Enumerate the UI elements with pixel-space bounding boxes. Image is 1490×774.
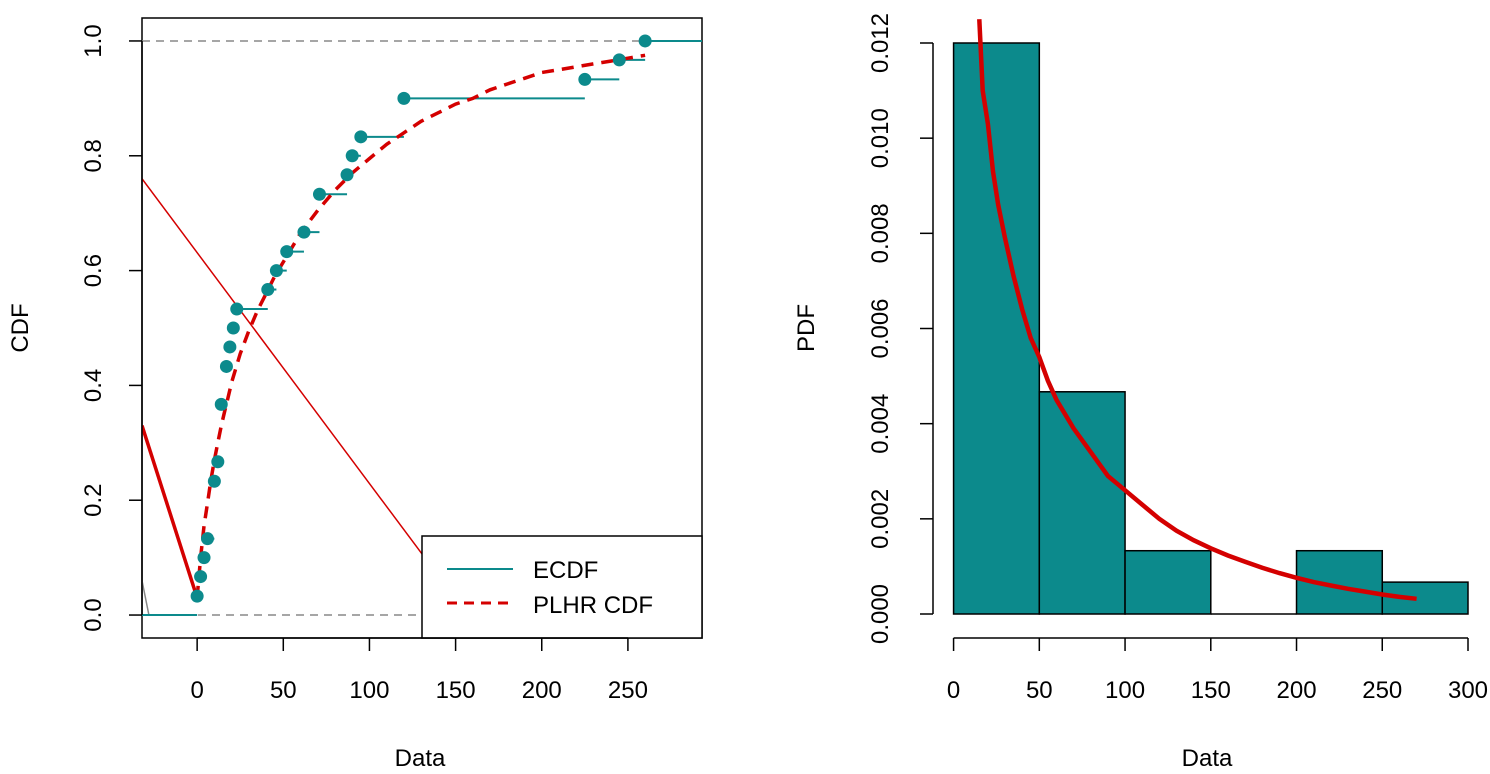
pdf-x-tick-label: 250	[1362, 677, 1402, 704]
pdf-x-tick-label: 300	[1448, 677, 1488, 704]
cdf-x-tick-label: 0	[190, 677, 203, 704]
ecdf-point	[345, 149, 359, 163]
pdf-y-tick-label: 0.010	[867, 108, 894, 168]
cdf-y-tick-label: 0.2	[80, 484, 107, 517]
ecdf-point	[638, 34, 652, 48]
ecdf-point	[612, 53, 626, 67]
cdf-y-axis-label: CDF	[7, 303, 34, 352]
cdf-x-tick-label: 150	[436, 677, 476, 704]
pdf-y-tick-label: 0.000	[867, 584, 894, 644]
pdf-y-axis-label: PDF	[793, 304, 820, 352]
cdf-y-tick-label: 0.0	[80, 598, 107, 631]
ecdf-point	[340, 168, 354, 182]
ecdf-point	[207, 474, 221, 488]
ecdf-point	[200, 532, 214, 546]
pdf-x-tick-label: 150	[1191, 677, 1231, 704]
plhr-cdf-line	[195, 53, 646, 598]
cdf-y-tick-label: 0.4	[80, 369, 107, 402]
ecdf-point	[578, 72, 592, 86]
cdf-plot-area	[142, 34, 702, 617]
pdf-x-tick-label: 100	[1105, 677, 1145, 704]
cdf-x-axis-label: Data	[395, 745, 446, 772]
pdf-x-tick-label: 50	[1026, 677, 1053, 704]
histogram-bar	[952, 42, 1041, 615]
histogram-bar	[1038, 391, 1126, 615]
ecdf-point	[297, 225, 311, 239]
pdf-y-tick-label: 0.002	[867, 489, 894, 549]
cdf-y-tick-label: 0.6	[80, 254, 107, 287]
pdf-y-tick-label: 0.012	[867, 13, 894, 73]
cdf-x-tick-label: 50	[270, 677, 297, 704]
cdf-legend-box	[421, 535, 703, 639]
ecdf-point	[211, 455, 225, 469]
legend-label-ecdf: ECDF	[533, 557, 598, 584]
pdf-x-tick-label: 200	[1277, 677, 1317, 704]
pdf-y-tick-label: 0.008	[867, 203, 894, 263]
ecdf-point	[397, 91, 411, 105]
ecdf-point	[354, 130, 368, 144]
pdf-x-axis-label: Data	[1182, 745, 1233, 772]
ecdf-point	[223, 340, 237, 354]
ecdf-point	[261, 283, 275, 297]
cdf-y-tick-label: 1.0	[80, 24, 107, 57]
ecdf-point	[280, 245, 294, 259]
ecdf-point	[219, 359, 233, 373]
legend-label-plhr-cdf: PLHR CDF	[533, 592, 653, 619]
ecdf-point	[197, 551, 211, 565]
annotation-line-1	[142, 178, 460, 605]
cdf-y-tick-label: 0.8	[80, 139, 107, 172]
pdf-x-tick-label: 0	[947, 677, 960, 704]
histogram-bar	[1124, 549, 1212, 615]
ecdf-point	[230, 302, 244, 316]
ecdf-point	[269, 264, 283, 278]
ecdf-point	[312, 187, 326, 201]
ecdf-point	[190, 589, 204, 603]
pdf-panel: Data PDF 0 50 100 150 200 250 300 0.000 0.002 0.0…	[793, 13, 1488, 772]
cdf-legend: ECDF PLHR CDF	[421, 535, 703, 639]
cdf-panel: Data CDF ECDF PLHR CDF 0 50 100 150 200 250 0.…	[7, 17, 703, 772]
pdf-y-tick-label: 0.004	[867, 394, 894, 454]
pdf-plot-area	[952, 19, 1469, 615]
cdf-x-tick-label: 200	[522, 677, 562, 704]
pdf-y-tick-label: 0.006	[867, 298, 894, 358]
cdf-x-tick-label: 250	[608, 677, 648, 704]
annotation-line-2	[142, 580, 150, 616]
ecdf-point	[194, 570, 208, 584]
annotation-line-0	[142, 425, 199, 599]
cdf-x-tick-label: 100	[349, 677, 389, 704]
plhr-pdf-curve	[977, 19, 1417, 602]
ecdf-point	[226, 321, 240, 335]
ecdf-point	[214, 397, 228, 411]
